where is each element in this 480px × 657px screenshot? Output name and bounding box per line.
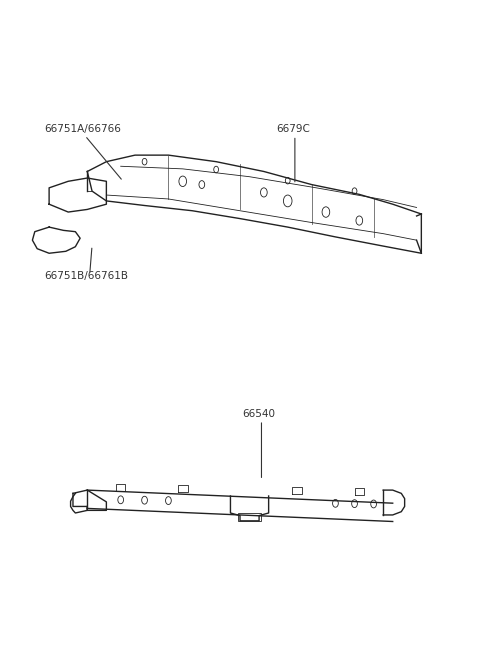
Text: 6679C: 6679C <box>276 124 310 134</box>
Text: 66540: 66540 <box>242 409 276 419</box>
Text: 66751B/66761B: 66751B/66761B <box>44 271 128 281</box>
Bar <box>238 513 262 521</box>
Text: 66751A/66766: 66751A/66766 <box>44 124 121 134</box>
